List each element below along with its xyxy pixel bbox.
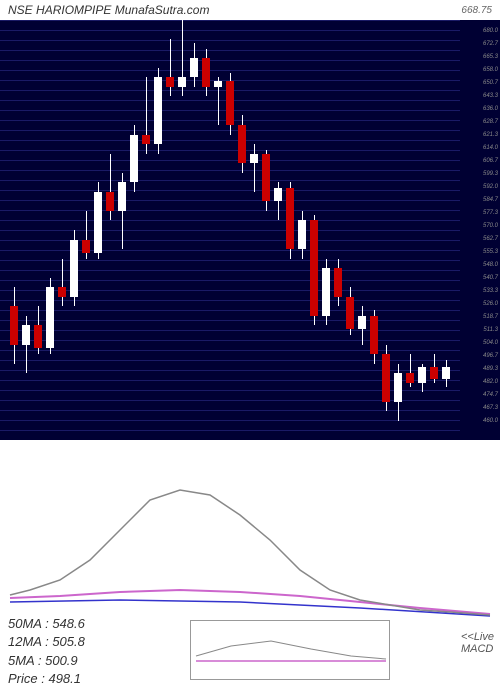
exchange-label: NSE — [8, 3, 33, 17]
indicator-readout: 50MA : 548.6 12MA : 505.8 5MA : 500.9 Pr… — [8, 615, 85, 688]
candlestick-chart[interactable]: 680.0672.7665.3658.0650.7643.3636.0628.7… — [0, 20, 500, 440]
source-label: MunafaSutra.com — [115, 3, 210, 17]
macd-chart — [0, 440, 500, 640]
chart-header: NSE HARIOMPIPE MunafaSutra.com 668.75 — [0, 0, 500, 20]
live-macd-label: <<Live MACD — [461, 631, 494, 655]
top-price-label: 668.75 — [461, 5, 492, 16]
macd-inset — [190, 620, 390, 680]
macd-panel[interactable]: 50MA : 548.6 12MA : 505.8 5MA : 500.9 Pr… — [0, 440, 500, 700]
symbol-label: HARIOMPIPE — [36, 3, 111, 17]
